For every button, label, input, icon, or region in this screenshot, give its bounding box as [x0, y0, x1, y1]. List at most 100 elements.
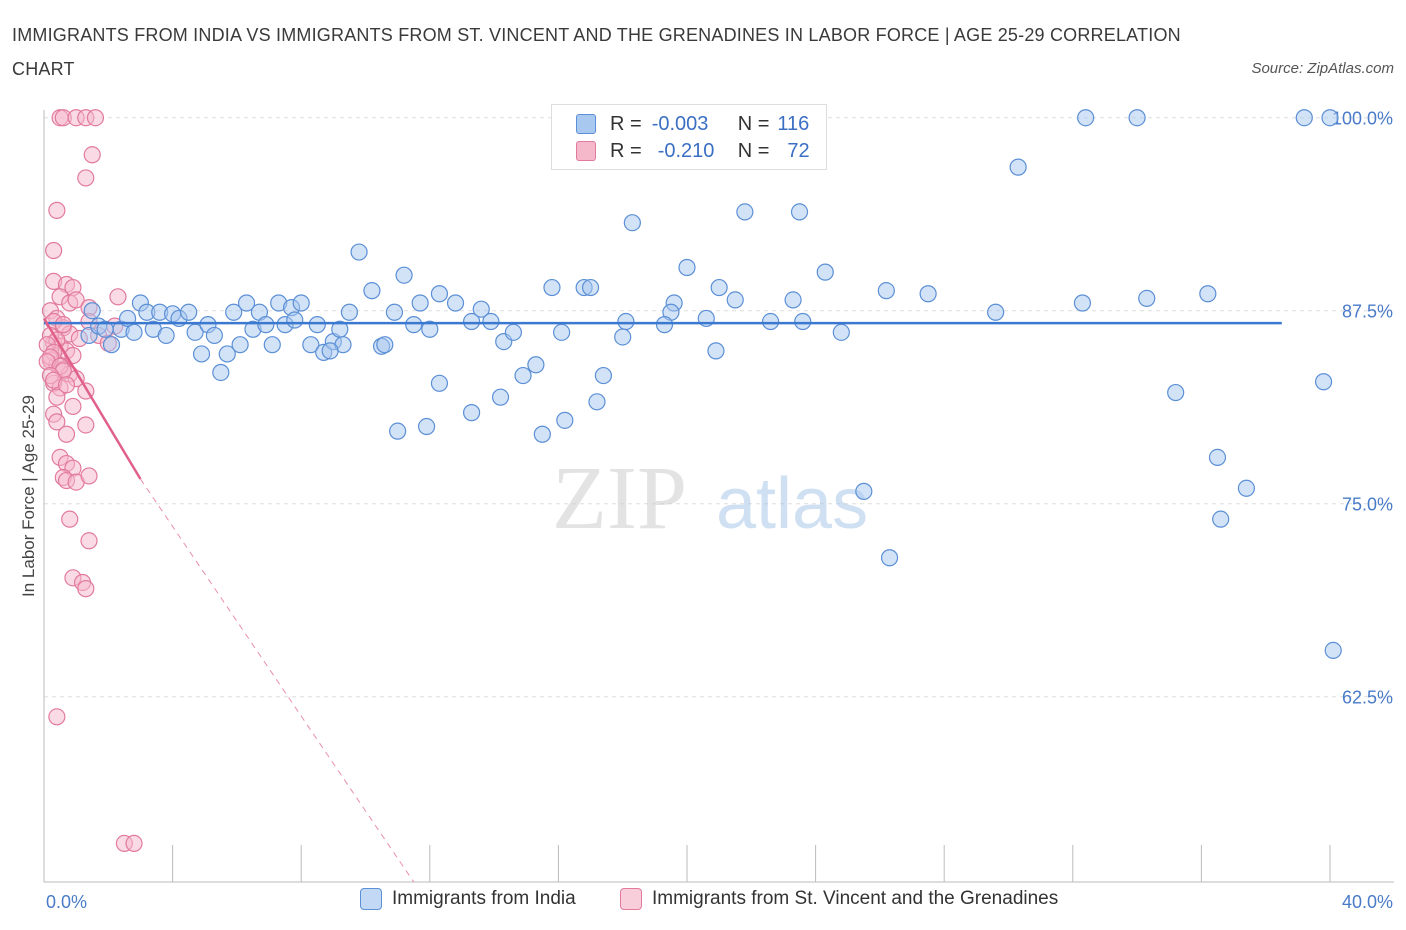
data-point-india — [286, 311, 304, 329]
correlation-legend: R = -0.003 N = 116 R = -0.210 N = 72 — [551, 104, 827, 170]
data-point-st-vincent — [77, 169, 95, 187]
y-axis-label: In Labor Force | Age 25-29 — [19, 395, 38, 597]
legend-item-india[interactable]: Immigrants from India — [360, 888, 576, 910]
chart-title: IMMIGRANTS FROM INDIA VS IMMIGRANTS FROM… — [12, 25, 1181, 79]
data-point-india — [302, 336, 320, 354]
data-point-india — [180, 303, 198, 321]
data-point-india — [83, 302, 101, 320]
x-tick-labels: 0.0% 40.0% — [46, 892, 1393, 912]
series-st-vincent-points — [38, 109, 143, 853]
watermark-zip: ZIP — [552, 449, 687, 548]
data-point-india — [186, 323, 204, 341]
data-point-india — [736, 203, 754, 221]
legend-n-label: N = — [737, 139, 770, 162]
data-point-india — [1009, 158, 1027, 176]
data-point-india — [462, 404, 481, 422]
data-point-india — [263, 336, 281, 354]
data-point-india — [125, 323, 143, 341]
data-point-india — [472, 300, 490, 318]
data-point-st-vincent — [109, 288, 127, 306]
data-point-st-vincent — [125, 834, 143, 853]
legend-r-value-india: -0.003 — [651, 112, 709, 135]
data-point-india — [292, 294, 310, 312]
legend-swatch-india — [576, 114, 596, 134]
data-point-india — [1324, 641, 1342, 660]
data-point-india — [553, 323, 571, 341]
data-point-india — [1138, 289, 1156, 307]
data-point-india — [212, 363, 230, 382]
trend-line-st-vincent-extension — [140, 478, 415, 883]
legend-row-india: R = -0.003 N = 116 — [576, 111, 809, 137]
axes — [43, 110, 1394, 883]
y-tick-label: 62.5% — [1342, 688, 1393, 708]
data-point-st-vincent — [77, 580, 95, 598]
data-point-india — [1128, 109, 1146, 127]
trend-lines — [42, 317, 1282, 883]
data-point-st-vincent — [83, 146, 101, 164]
data-point-india — [581, 278, 600, 297]
legend-n-value-st-vincent: 72 — [787, 139, 810, 162]
source-label: Source: ZipAtlas.com — [1251, 60, 1394, 77]
data-point-india — [218, 345, 236, 363]
data-point-india — [237, 294, 256, 312]
data-point-india — [1073, 294, 1092, 312]
legend-label-st-vincent: Immigrants from St. Vincent and the Gren… — [652, 888, 1059, 909]
data-point-india — [1237, 479, 1256, 497]
data-point-india — [421, 320, 439, 338]
data-point-india — [514, 366, 532, 385]
data-point-india — [880, 549, 899, 567]
data-point-india — [790, 203, 809, 221]
data-point-india — [376, 336, 394, 354]
data-point-india — [588, 393, 606, 411]
y-tick-label: 75.0% — [1342, 495, 1393, 515]
data-point-india — [527, 356, 545, 374]
data-point-india — [710, 278, 728, 297]
data-point-st-vincent — [77, 416, 95, 434]
data-point-india — [794, 312, 812, 331]
data-point-india — [482, 312, 500, 331]
data-point-st-vincent — [48, 413, 66, 431]
data-point-st-vincent — [80, 532, 98, 550]
legend-swatch-st-vincent — [576, 141, 596, 161]
data-point-india — [405, 316, 423, 334]
data-point-india — [855, 482, 873, 500]
data-point-st-vincent — [64, 397, 82, 416]
data-point-india — [389, 422, 407, 440]
data-point-india — [308, 316, 326, 334]
data-point-india — [192, 345, 211, 363]
data-point-india — [395, 266, 413, 284]
data-point-india — [491, 388, 510, 406]
data-point-india — [543, 278, 561, 297]
data-point-india — [205, 326, 223, 345]
legend-swatch-india — [360, 888, 382, 910]
data-point-india — [231, 336, 249, 354]
data-point-india — [784, 291, 802, 309]
data-point-india — [832, 323, 850, 341]
data-point-st-vincent — [48, 201, 66, 219]
legend-item-st-vincent[interactable]: Immigrants from St. Vincent and the Gren… — [620, 888, 1058, 910]
legend-n-label: N = — [737, 112, 770, 135]
data-point-india — [987, 303, 1005, 321]
data-point-india — [1321, 109, 1339, 127]
data-point-india — [417, 417, 436, 436]
x-tick-label-max: 40.0% — [1342, 892, 1393, 912]
data-point-india — [350, 243, 368, 261]
data-point-india — [157, 326, 175, 345]
data-point-india — [919, 285, 937, 303]
y-tick-labels: 100.0% 87.5% 75.0% 62.5% — [1332, 109, 1393, 708]
data-point-india — [655, 316, 674, 334]
data-point-st-vincent — [80, 467, 98, 485]
data-point-india — [594, 366, 613, 385]
data-point-india — [430, 285, 449, 303]
data-point-india — [504, 323, 522, 341]
data-point-india — [1199, 285, 1217, 303]
data-point-india — [411, 294, 429, 312]
data-point-india — [533, 425, 551, 443]
data-point-india — [556, 411, 574, 429]
data-point-india — [462, 312, 481, 331]
data-point-india — [446, 294, 465, 312]
data-point-india — [225, 303, 243, 321]
y-tick-label: 100.0% — [1332, 109, 1393, 129]
data-point-india — [707, 342, 725, 360]
data-point-st-vincent — [57, 425, 76, 443]
